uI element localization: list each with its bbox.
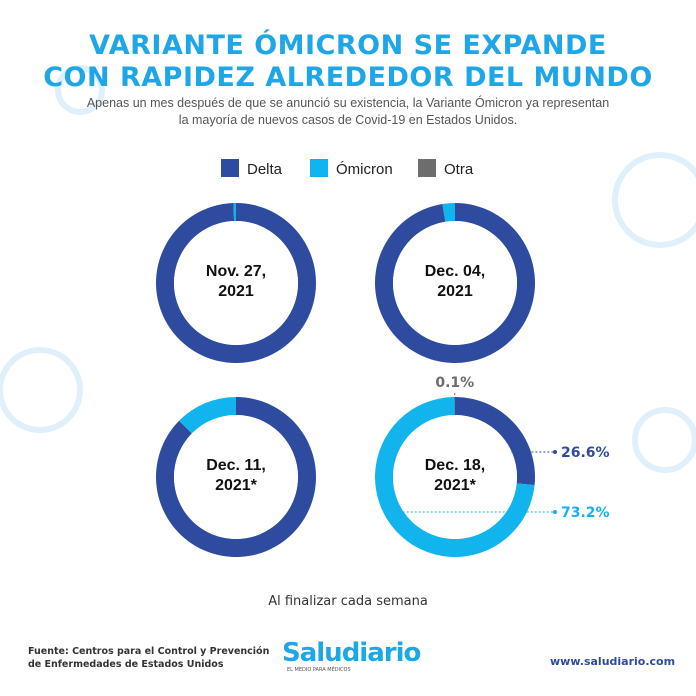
brand-tagline: EL MEDIO PARA MÉDICOS	[287, 667, 351, 673]
donut-hole	[393, 221, 517, 345]
source: de Enfermedades de Estados Unidos	[28, 659, 224, 670]
chart-title: Dec. 18, 2021*	[424, 457, 486, 494]
leader-dot	[553, 510, 557, 514]
virus-decoration	[0, 65, 696, 473]
donut-segment	[455, 397, 535, 486]
title-line: CON RAPIDEZ ALREDEDOR DEL MUNDO	[43, 62, 653, 93]
subtitle-line: Apenas un mes después de que se anunció …	[86, 96, 610, 110]
title-line: VARIANTE ÓMICRON SE EXPANDE	[89, 30, 607, 61]
donut-segment	[179, 397, 236, 434]
brand-logo: Saludiario	[282, 638, 421, 668]
value-label: 0.1%	[435, 375, 474, 391]
donut-hole	[393, 415, 517, 539]
legend-swatch	[221, 159, 239, 177]
legend-swatch	[310, 159, 328, 177]
donut-segment	[454, 397, 455, 416]
legend-swatch	[418, 159, 436, 177]
leader-dot	[553, 450, 557, 454]
donut-segment	[233, 203, 236, 222]
value-label: 73.2%	[561, 505, 610, 521]
donut-segment	[442, 203, 455, 222]
note: Al finalizar cada semana	[268, 594, 428, 609]
legend-label: Delta	[247, 161, 283, 178]
subtitle-line: la mayoría de nuevos casos de Covid-19 e…	[178, 113, 518, 127]
value-label: 26.6%	[561, 445, 610, 461]
donut-hole	[174, 415, 298, 539]
website: www.saludiario.com	[550, 655, 676, 668]
chart-title: Nov. 27, 2021	[205, 263, 267, 300]
chart-title: Dec. 11, 2021*	[206, 457, 266, 494]
donut-hole	[174, 221, 298, 345]
legend-label: Otra	[444, 161, 474, 178]
source: Fuente: Centros para el Control y Preven…	[28, 646, 270, 657]
chart-title: Dec. 04, 2021	[424, 263, 486, 300]
legend-label: Ómicron	[336, 161, 393, 178]
